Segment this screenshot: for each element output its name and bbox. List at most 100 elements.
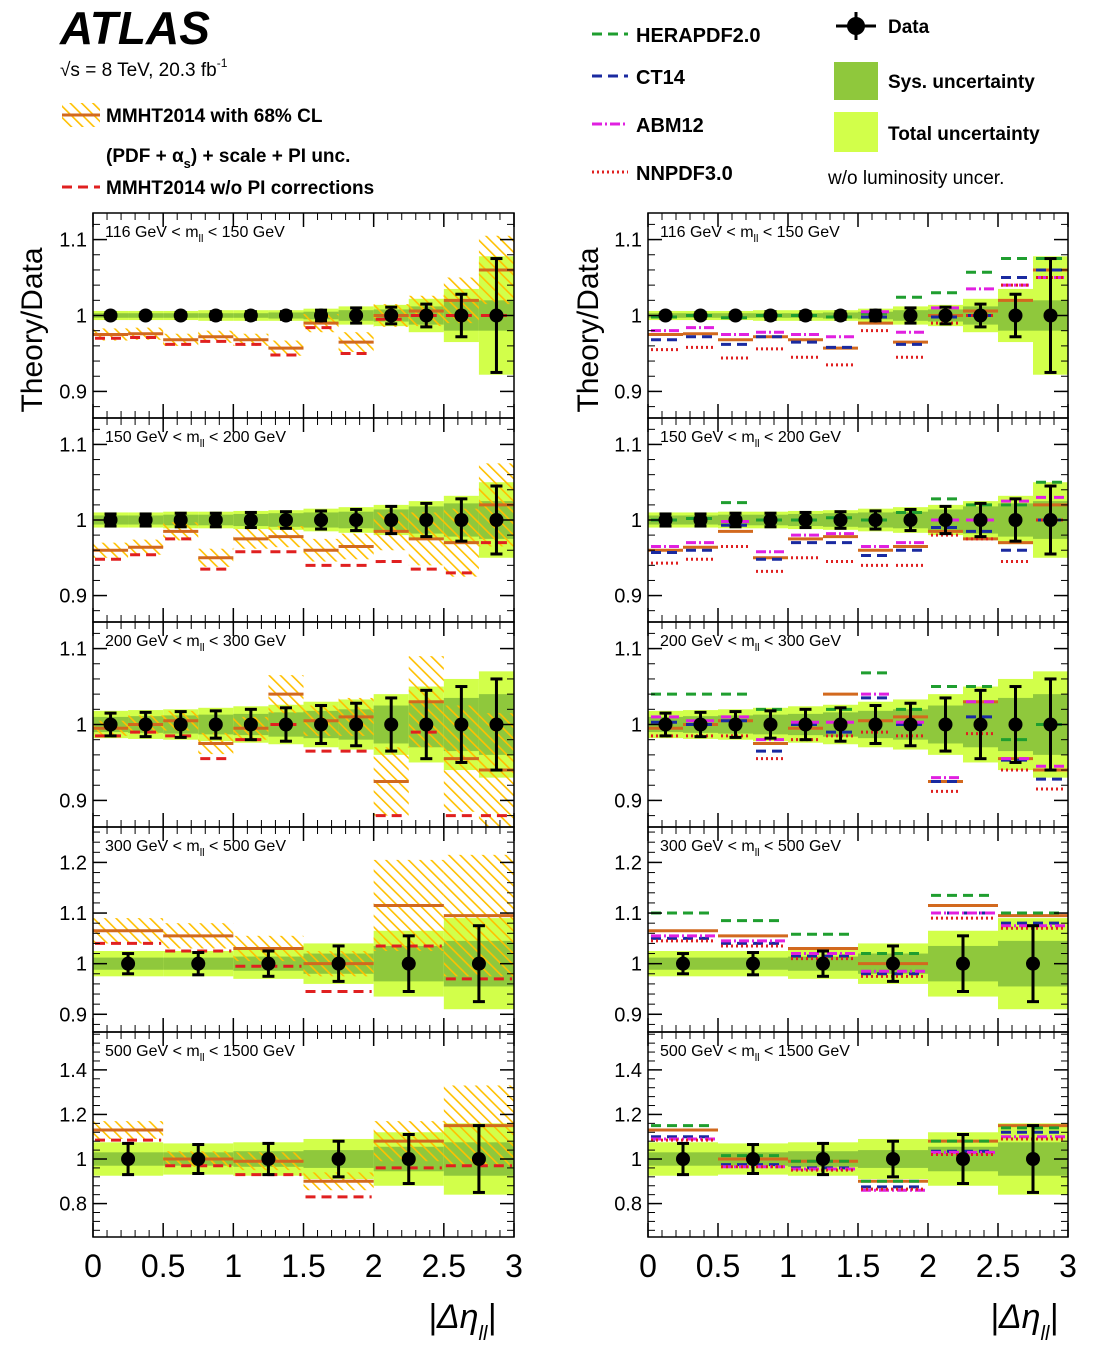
data-point [693, 513, 708, 527]
data-point [658, 308, 673, 323]
data-point [763, 513, 778, 527]
legend-tot-swatch [834, 112, 878, 152]
x-tick-label: 1.5 [836, 1248, 880, 1284]
data-point [746, 956, 760, 971]
data-point [728, 513, 743, 527]
data-point [868, 308, 883, 323]
data-point [103, 308, 118, 323]
x-tick-label: 2.5 [976, 1248, 1020, 1284]
y-tick-label: 1 [631, 715, 642, 737]
y-tick-label: 1 [631, 510, 642, 532]
x-axis-title-left: |Δηll| [428, 1298, 496, 1345]
data-point [138, 513, 153, 527]
x-tick-label: 0 [84, 1248, 102, 1284]
data-point [314, 308, 329, 323]
legend-right: HERAPDF2.0 CT14 ABM12 NNPDF3.0 Data Sys. unce… [592, 12, 1040, 189]
panel-right-2: 0.9 1 1.1 200 GeV < mll < 300 GeV [614, 621, 1069, 828]
panel-mass-label: 300 GeV < mll < 500 GeV [660, 838, 841, 859]
data-point [728, 717, 743, 732]
data-point [1043, 513, 1058, 527]
data-point [1026, 1152, 1040, 1167]
y-tick-label: 1.1 [59, 230, 87, 252]
data-point [349, 513, 364, 527]
x-tick-label: 3 [1059, 1248, 1077, 1284]
data-point [278, 308, 293, 323]
data-point [798, 717, 813, 732]
y-tick-label: 1.1 [59, 903, 87, 925]
y-tick-label: 0.9 [614, 381, 642, 403]
data-point [1008, 308, 1023, 323]
y-tick-label: 1 [76, 1149, 87, 1171]
legend-line-label-2: ABM12 [636, 115, 704, 137]
data-point [693, 308, 708, 323]
y-tick-label: 1.1 [614, 230, 642, 252]
y-tick-label: 1.2 [614, 1104, 642, 1126]
data-point [886, 956, 900, 971]
legend-tot-label: Total uncertainty [888, 124, 1040, 145]
panel-left-2: 0.9 1 1.1 200 GeV < mll < 300 GeV [59, 621, 515, 828]
panel-mass-label: 500 GeV < mll < 1500 GeV [105, 1043, 295, 1064]
y-tick-label: 1 [76, 715, 87, 737]
data-point [798, 513, 813, 527]
panel-mass-label: 200 GeV < mll < 300 GeV [660, 633, 841, 654]
legend-lumi-note: w/o luminosity uncer. [827, 168, 1004, 189]
y-axis-title-right: Theory/Data [572, 247, 605, 412]
y-tick-label: 1.1 [59, 639, 87, 661]
panel-right-0: 0.9 1 1.1 116 GeV < mll < 150 GeV [614, 212, 1069, 419]
data-point [973, 717, 988, 732]
y-tick-label: 1.1 [614, 434, 642, 456]
data-point [833, 308, 848, 323]
data-point [471, 1152, 486, 1167]
legend-line-label-3: NNPDF3.0 [636, 163, 733, 185]
legend-red-label: MMHT2014 w/o PI corrections [106, 178, 374, 199]
data-point [816, 956, 830, 971]
legend-left: MMHT2014 with 68% CL (PDF + αs) + scale … [62, 103, 374, 199]
data-point [833, 717, 848, 732]
panel-mass-label: 116 GeV < mll < 150 GeV [105, 224, 285, 245]
y-tick-label: 0.9 [59, 1004, 87, 1026]
data-point [208, 717, 223, 732]
data-point [401, 956, 416, 971]
data-point [956, 1152, 970, 1167]
data-point [401, 1152, 416, 1167]
data-point [121, 956, 136, 971]
legend-sys-swatch [834, 62, 878, 100]
data-point [938, 308, 953, 323]
data-point [886, 1152, 900, 1167]
legend-mmht-label: MMHT2014 with 68% CL [106, 106, 323, 127]
x-tick-label: 2 [365, 1248, 383, 1284]
x-tick-label: 0 [639, 1248, 657, 1284]
data-point [693, 717, 708, 732]
x-tick-label: 3 [505, 1248, 523, 1284]
x-tick-label: 2.5 [422, 1248, 466, 1284]
y-tick-label: 1 [76, 954, 87, 976]
data-point [676, 956, 690, 971]
y-tick-label: 0.9 [59, 381, 87, 403]
panel-left-4: 0.8 1 1.2 1.4 500 GeV < mll < 1500 GeV 0 0.5 1 1… [59, 1031, 523, 1284]
y-tick-label: 1.1 [614, 639, 642, 661]
data-point [938, 513, 953, 527]
panel-right-3: 0.9 1 1.1 1.2 300 GeV < mll < 500 GeV [614, 826, 1069, 1033]
data-point [956, 956, 970, 971]
y-tick-label: 0.8 [59, 1194, 87, 1216]
x-tick-label: 0.5 [141, 1248, 185, 1284]
y-tick-label: 0.9 [614, 586, 642, 608]
y-tick-label: 0.9 [59, 790, 87, 812]
panel-mass-label: 116 GeV < mll < 150 GeV [660, 224, 840, 245]
data-point [658, 513, 673, 527]
legend-line-label-0: HERAPDF2.0 [636, 25, 760, 47]
data-point [314, 717, 329, 732]
data-point [938, 717, 953, 732]
panel-mass-label: 150 GeV < mll < 200 GeV [660, 429, 841, 450]
data-point [973, 513, 988, 527]
data-point [798, 308, 813, 323]
data-point [419, 717, 434, 732]
legend-data-marker [847, 17, 865, 35]
data-point [489, 308, 504, 323]
panel-mass-label: 200 GeV < mll < 300 GeV [105, 633, 286, 654]
data-point [454, 308, 469, 323]
y-tick-label: 1.4 [59, 1060, 87, 1082]
energy-label: √s = 8 TeV, 20.3 fb-1 [60, 56, 228, 81]
y-tick-label: 1 [76, 510, 87, 532]
y-tick-label: 0.9 [614, 790, 642, 812]
